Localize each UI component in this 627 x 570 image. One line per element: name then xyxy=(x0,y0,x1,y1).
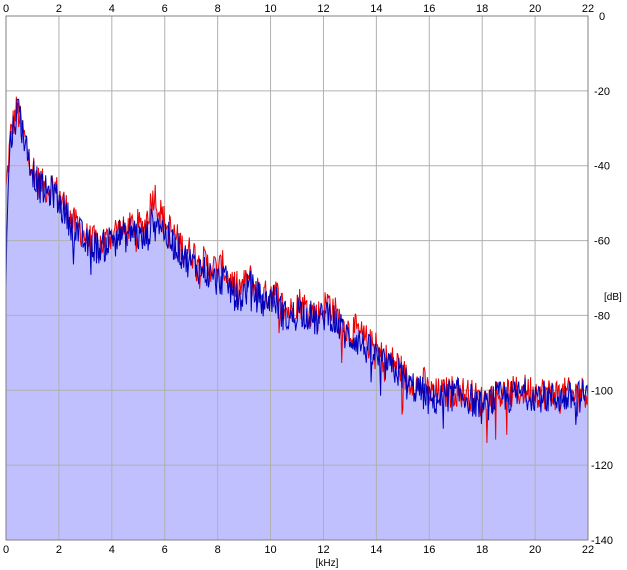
x-tick-label-top: 4 xyxy=(109,3,115,15)
x-axis-top: 0 2 4 6 8 10 12 14 16 18 20 22 xyxy=(3,3,594,15)
y-axis-right: 0 -20 -40 -60 -80 -100 -120 -140 xyxy=(591,11,613,547)
x-tick-label-top: 18 xyxy=(476,3,488,15)
x-tick-label-top: 14 xyxy=(370,3,382,15)
y-tick-label: 0 xyxy=(599,11,605,23)
x-tick-label-top: 22 xyxy=(582,3,594,15)
x-tick-label-bottom: 18 xyxy=(476,544,488,556)
x-tick-label-bottom: 22 xyxy=(582,544,594,556)
x-tick-label-top: 10 xyxy=(264,3,276,15)
x-tick-label-bottom: 2 xyxy=(56,544,62,556)
y-tick-label: -140 xyxy=(591,535,613,547)
y-tick-label: -120 xyxy=(591,460,613,472)
y-tick-label: -20 xyxy=(594,86,610,98)
x-tick-label-bottom: 14 xyxy=(370,544,382,556)
x-axis-bottom: 0 2 4 6 8 10 12 14 16 18 20 22 xyxy=(3,544,594,556)
y-tick-label: -80 xyxy=(594,310,610,322)
y-tick-label: -40 xyxy=(594,161,610,173)
x-tick-label-top: 16 xyxy=(423,3,435,15)
x-tick-label-bottom: 4 xyxy=(109,544,115,556)
x-tick-label-top: 20 xyxy=(529,3,541,15)
x-tick-label-top: 8 xyxy=(215,3,221,15)
x-axis-label: [kHz] xyxy=(316,558,339,569)
x-tick-label-bottom: 6 xyxy=(162,544,168,556)
x-tick-label-top: 0 xyxy=(3,3,9,15)
x-tick-label-bottom: 20 xyxy=(529,544,541,556)
x-tick-label-top: 2 xyxy=(56,3,62,15)
x-tick-label-top: 12 xyxy=(317,3,329,15)
x-tick-label-bottom: 10 xyxy=(264,544,276,556)
y-tick-label: -60 xyxy=(594,236,610,248)
y-axis-label: [dB] xyxy=(604,292,622,303)
series-line-blue xyxy=(5,98,589,429)
x-tick-label-bottom: 12 xyxy=(317,544,329,556)
x-tick-label-top: 6 xyxy=(162,3,168,15)
plot-frame xyxy=(5,15,589,541)
series-lines xyxy=(5,96,589,444)
x-tick-label-bottom: 0 xyxy=(3,544,9,556)
y-tick-label: -100 xyxy=(591,385,613,397)
x-tick-label-bottom: 8 xyxy=(215,544,221,556)
x-tick-label-bottom: 16 xyxy=(423,544,435,556)
